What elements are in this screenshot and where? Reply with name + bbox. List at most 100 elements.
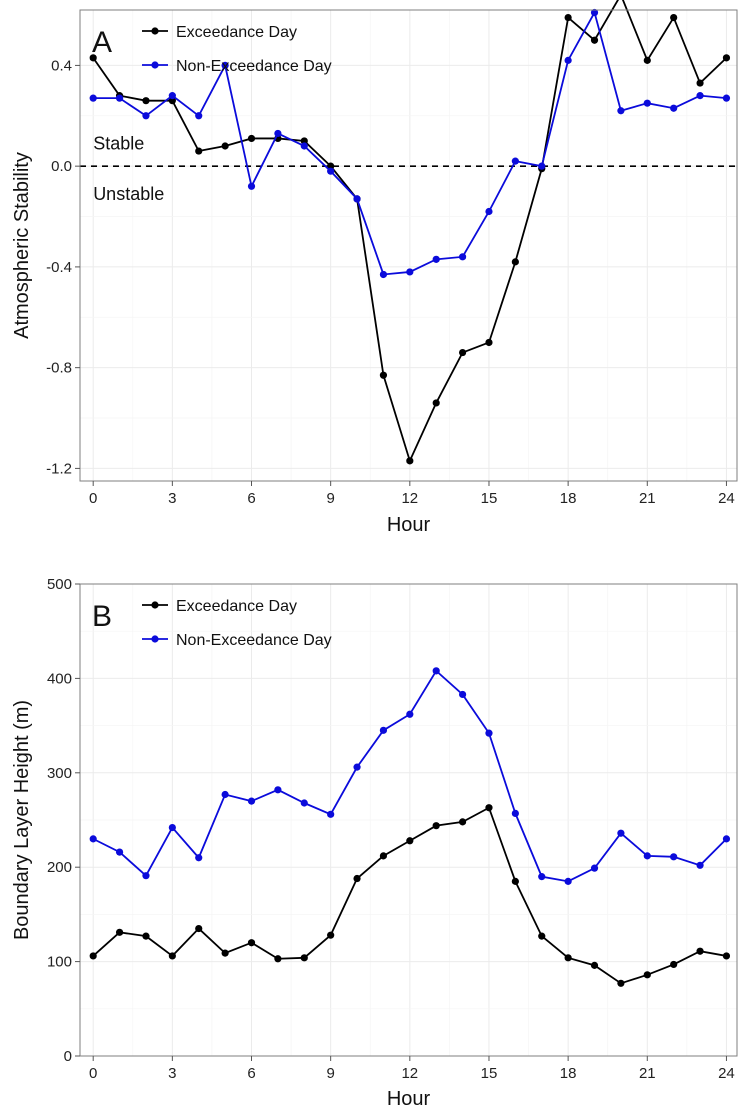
data-point [274,129,282,138]
data-point [696,947,704,955]
data-point [247,134,256,143]
data-point [353,195,361,203]
data-point [379,852,388,860]
data-point [722,835,731,843]
data-point [115,928,124,936]
data-point [432,399,440,407]
annotation-unstable: Unstable [93,184,164,204]
data-point [485,338,493,347]
data-point [406,710,414,718]
data-point [511,258,519,266]
x-tick-label: 15 [481,490,498,507]
data-point [300,954,308,962]
data-point [406,837,414,845]
data-point [485,804,493,812]
y-tick-label: 0.4 [51,57,72,74]
x-tick-label: 3 [168,490,176,507]
data-point [617,979,625,987]
legend-entry: Non-Exceedance Day [176,632,332,649]
y-tick-label: 0.0 [51,158,72,175]
data-point [670,853,678,861]
data-point [300,137,308,145]
data-point [221,949,229,957]
data-point [643,56,651,64]
data-point [670,960,678,969]
x-tick-label: 9 [326,490,334,507]
x-tick-label: 18 [560,490,577,507]
panel-b: 0 3 6 9 12 15 18 21 24 0 100 200 300 400 500 Hour Bounda… [11,576,738,1110]
legend-marker [151,27,159,35]
data-point [168,823,176,832]
legend-marker [151,601,159,609]
data-point [538,932,546,940]
y-tick-label: -1.2 [46,460,72,477]
data-point [432,822,440,830]
x-tick-label: 0 [89,490,97,507]
data-point [432,255,440,263]
y-axis-title: Atmospheric Stability [11,152,33,339]
panel-label: A [92,26,112,59]
legend-marker [151,635,159,643]
x-tick-label: 6 [247,490,255,507]
x-tick-label: 24 [718,1065,735,1082]
data-point [696,861,704,869]
legend-entry: Exceedance Day [176,598,297,615]
data-point [89,94,97,102]
data-point [89,952,97,960]
legend-entry: Exceedance Day [176,24,297,41]
x-tick-label: 18 [560,1065,577,1082]
data-point [195,112,203,120]
legend-entry: Non-Exceedance Day [176,58,332,75]
x-tick-label: 6 [247,1065,255,1082]
data-point [617,829,625,837]
data-point [327,931,335,939]
data-point [89,835,97,843]
plot-area [80,10,737,481]
data-point [538,162,546,170]
data-point [458,690,467,699]
plot-border [79,9,738,482]
data-point [458,348,467,357]
data-point [511,877,519,885]
data-point [168,97,176,105]
data-point [353,763,361,771]
series-non-exceedance-day [89,8,731,279]
data-point [195,147,203,155]
data-point [327,167,335,175]
legend: Exceedance Day Non-Exceedance Day [142,598,332,649]
x-tick-label: 9 [326,1065,334,1082]
data-point [168,952,176,960]
data-point [327,810,335,818]
data-point [379,371,388,379]
data-point [142,872,150,880]
data-point [485,729,493,737]
x-axis-title: Hour [387,514,431,536]
panel-a: Stable Unstable 0 3 6 9 12 15 18 21 24 -1.2 -0.8 -0.4… [11,0,738,536]
data-point [485,207,493,216]
data-point [564,13,572,22]
y-tick-label: 100 [47,954,72,971]
data-point [168,92,176,100]
data-point [722,94,731,102]
data-point [221,142,229,150]
data-point [590,864,599,872]
data-point [670,104,678,112]
x-tick-label: 15 [481,1065,498,1082]
data-point [722,54,731,62]
y-tick-label: 0 [64,1048,72,1065]
data-point [115,848,124,856]
series-non-exceedance-day [89,667,731,885]
x-tick-label: 12 [401,1065,418,1082]
y-tick-label: 300 [47,765,72,782]
data-point [406,268,414,276]
data-point [590,8,599,17]
data-point [115,94,124,102]
data-point [142,932,150,940]
x-axis-title: Hour [387,1088,431,1110]
data-point [538,873,546,881]
data-point [458,253,467,261]
x-tick-label: 21 [639,1065,656,1082]
data-point [300,142,308,150]
data-point [564,954,572,962]
